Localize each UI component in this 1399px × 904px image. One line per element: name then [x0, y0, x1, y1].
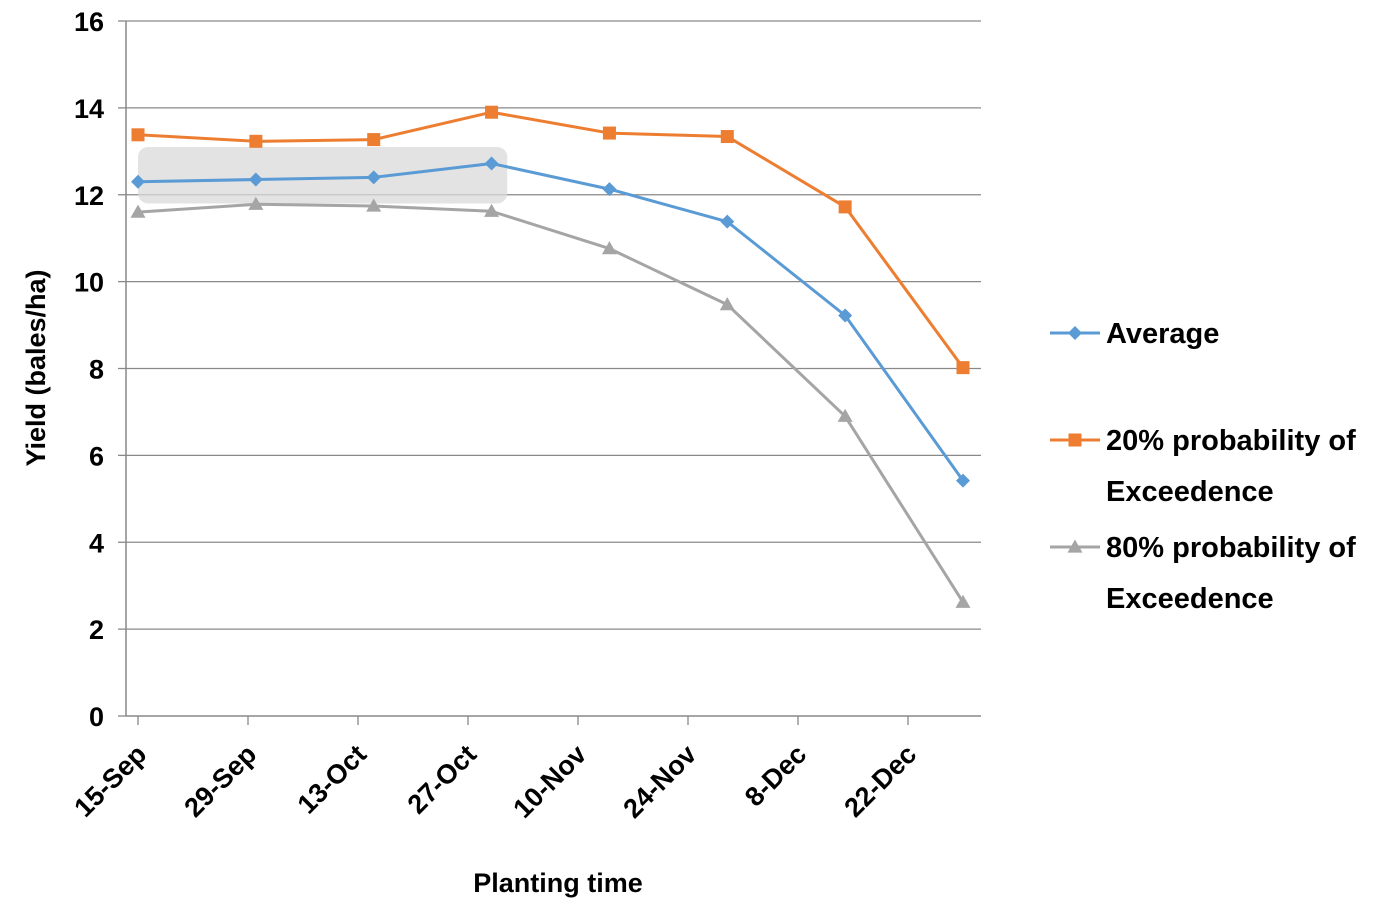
data-point: [130, 204, 146, 218]
data-point: [249, 134, 263, 148]
series-group: [130, 105, 971, 608]
y-tick-label: 8: [89, 355, 104, 385]
legend-label: 20% probability of: [1106, 425, 1356, 457]
x-tick-label: 15-Sep: [68, 739, 152, 823]
data-point: [719, 297, 735, 311]
legend-label: Exceedence: [1106, 476, 1274, 508]
data-point: [601, 241, 617, 255]
highlight-box: [138, 146, 508, 204]
legend-item-2: 20% probability of Exceedence: [1050, 425, 1356, 508]
legend-label: 80% probability of: [1106, 532, 1356, 564]
data-point: [720, 214, 735, 229]
data-point: [955, 594, 971, 608]
legend-marker: [1068, 326, 1082, 340]
data-point: [131, 174, 145, 189]
legend-item-3: 80% probability of Exceedence: [1050, 532, 1356, 615]
y-tick-labels: 0 2 4 6 8 10 12 14 16: [74, 7, 104, 732]
series-line: [137, 202, 965, 603]
x-tick-label: 8-Dec: [739, 739, 812, 812]
data-point: [956, 361, 970, 375]
data-point: [838, 200, 852, 214]
legend-label: Exceedence: [1106, 583, 1274, 615]
data-point: [484, 156, 499, 171]
x-tick-label: 22-Dec: [838, 739, 922, 823]
data-point: [838, 308, 853, 323]
data-point: [366, 198, 382, 212]
legend-item-1: Average: [1050, 318, 1219, 350]
y-tick-label: 16: [74, 7, 104, 37]
data-point: [248, 196, 264, 210]
x-tick-label: 27-Oct: [402, 739, 483, 820]
axes: [125, 21, 981, 725]
series-2: [131, 105, 970, 375]
data-point: [956, 473, 970, 488]
y-tick-label: 12: [74, 181, 104, 211]
y-tick-label: 4: [89, 528, 104, 558]
y-axis-title: Yield (bales/ha): [21, 269, 51, 466]
legend-marker: [1068, 433, 1082, 447]
data-point: [837, 408, 853, 422]
data-point: [720, 130, 734, 144]
data-point: [602, 182, 617, 197]
gridlines: [118, 20, 981, 717]
x-tick-label: 29-Sep: [178, 739, 262, 823]
series-3: [130, 196, 971, 608]
y-tick-label: 2: [89, 615, 104, 645]
x-tick-label: 13-Oct: [292, 739, 373, 820]
x-axis-title: Planting time: [473, 868, 643, 898]
data-point: [484, 203, 500, 217]
data-point: [366, 170, 381, 185]
legend-label: Average: [1106, 318, 1219, 350]
legend-marker: [1067, 539, 1083, 553]
series-line: [137, 161, 965, 482]
x-tick-label: 10-Nov: [507, 739, 592, 824]
y-tick-label: 14: [74, 94, 104, 124]
x-tick-label: 24-Nov: [617, 739, 702, 824]
y-tick-label: 10: [74, 268, 104, 298]
x-tick-labels: 15-Sep 29-Sep 13-Oct 27-Oct 10-Nov 24-Nov 8-De…: [68, 739, 922, 824]
data-point: [602, 126, 616, 140]
data-point: [248, 172, 263, 187]
data-point: [131, 128, 145, 142]
series-1: [131, 156, 970, 488]
series-line: [137, 110, 965, 369]
y-tick-label: 0: [89, 702, 104, 732]
data-point: [485, 105, 499, 119]
data-point: [367, 133, 381, 147]
y-tick-label: 6: [89, 441, 104, 471]
